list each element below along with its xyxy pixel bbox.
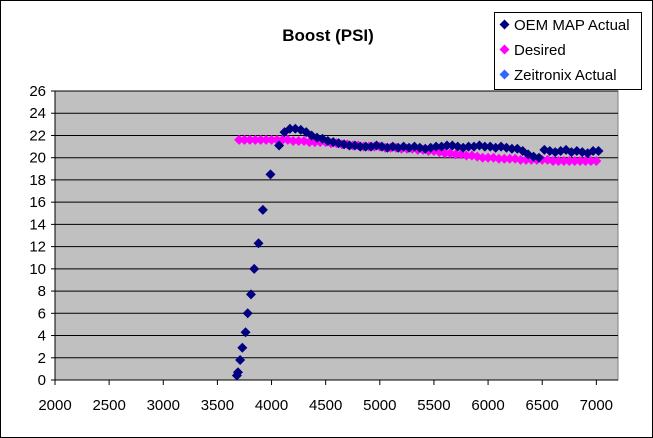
data-point-oem-map-actual xyxy=(274,140,285,151)
x-tick-label: 3000 xyxy=(147,397,180,414)
data-point-desired xyxy=(515,154,526,165)
chart-title: Boost (PSI) xyxy=(282,26,374,45)
diamond-marker-icon xyxy=(499,19,510,29)
data-point-oem-map-actual xyxy=(257,204,268,215)
data-point-desired xyxy=(591,156,602,167)
data-point-oem-map-actual xyxy=(431,141,442,152)
y-tick-label: 18 xyxy=(29,172,46,189)
plot-area xyxy=(54,90,619,381)
legend-label: OEM MAP Actual xyxy=(514,17,630,34)
legend-item-zeitronix: Zeitronix Actual xyxy=(495,63,641,88)
x-tick-label: 4500 xyxy=(309,397,342,414)
data-point-oem-map-actual xyxy=(360,141,371,152)
legend-label: Desired xyxy=(514,42,566,59)
data-point-desired xyxy=(564,156,575,167)
data-point-desired xyxy=(234,134,245,145)
data-point-oem-map-actual xyxy=(265,169,276,180)
y-tick-label: 4 xyxy=(38,328,46,345)
data-point-desired xyxy=(569,156,580,167)
y-tick-label: 10 xyxy=(29,261,46,278)
y-tick-label: 24 xyxy=(29,105,46,122)
data-point-oem-map-actual xyxy=(533,152,544,163)
y-tick-label: 6 xyxy=(38,305,46,322)
data-point-desired xyxy=(585,156,596,167)
data-point-oem-map-actual xyxy=(355,141,366,152)
legend-label: Zeitronix Actual xyxy=(514,67,617,84)
x-tick-label: 7000 xyxy=(580,397,613,414)
x-tick-label: 3500 xyxy=(201,397,234,414)
data-point-oem-map-actual xyxy=(506,143,517,154)
x-tick-label: 6500 xyxy=(526,397,559,414)
data-point-desired xyxy=(575,156,586,167)
x-tick-label: 5000 xyxy=(363,397,396,414)
data-point-desired xyxy=(250,134,261,145)
data-point-desired xyxy=(477,152,488,163)
x-tick-label: 2500 xyxy=(92,397,125,414)
data-point-oem-map-actual xyxy=(237,342,248,353)
data-point-oem-map-actual xyxy=(240,327,251,338)
data-point-desired xyxy=(266,134,277,145)
data-point-desired xyxy=(580,156,591,167)
data-point-desired xyxy=(499,153,510,164)
x-tick-label: 4000 xyxy=(255,397,288,414)
data-point-desired xyxy=(553,156,564,167)
data-point-desired xyxy=(504,153,515,164)
data-point-oem-map-actual xyxy=(235,354,246,365)
y-tick-label: 16 xyxy=(29,194,46,211)
data-point-oem-map-actual xyxy=(593,146,604,157)
data-point-oem-map-actual xyxy=(245,289,256,300)
y-tick-label: 0 xyxy=(38,372,46,389)
y-tick-label: 14 xyxy=(29,216,46,233)
data-point-oem-map-actual xyxy=(588,146,599,157)
data-point-oem-map-actual xyxy=(290,123,301,134)
data-point-desired xyxy=(558,156,569,167)
x-tick-label: 2000 xyxy=(38,397,71,414)
diamond-marker-icon xyxy=(499,69,510,79)
data-point-oem-map-actual xyxy=(479,141,490,152)
data-point-desired xyxy=(288,136,299,147)
diamond-marker-icon xyxy=(499,44,510,54)
x-tick-label: 5500 xyxy=(417,397,450,414)
legend-item-desired: Desired xyxy=(495,38,641,63)
y-tick-label: 2 xyxy=(38,350,46,367)
data-point-desired xyxy=(450,149,461,160)
y-tick-label: 8 xyxy=(38,283,46,300)
data-point-oem-map-actual xyxy=(463,141,474,152)
data-point-oem-map-actual xyxy=(242,308,253,319)
data-point-desired xyxy=(548,156,559,167)
data-point-oem-map-actual xyxy=(249,263,260,274)
y-tick-label: 12 xyxy=(29,239,46,256)
y-tick-label: 26 xyxy=(29,83,46,100)
data-point-oem-map-actual xyxy=(284,123,295,134)
data-point-oem-map-actual xyxy=(441,140,452,151)
data-point-desired xyxy=(293,136,304,147)
y-tick-label: 22 xyxy=(29,127,46,144)
x-tick-label: 6000 xyxy=(471,397,504,414)
data-point-desired xyxy=(255,134,266,145)
data-point-desired xyxy=(493,153,504,164)
data-point-oem-map-actual xyxy=(232,367,243,378)
data-point-desired xyxy=(261,134,272,145)
data-point-desired xyxy=(239,134,250,145)
legend: OEM MAP Actual Desired Zeitronix Actual xyxy=(494,12,642,90)
data-point-desired xyxy=(483,152,494,163)
data-point-desired xyxy=(461,150,472,161)
data-point-oem-map-actual xyxy=(344,140,355,151)
data-point-desired xyxy=(244,134,255,145)
legend-item-oem: OEM MAP Actual xyxy=(495,13,641,38)
y-tick-label: 20 xyxy=(29,150,46,167)
